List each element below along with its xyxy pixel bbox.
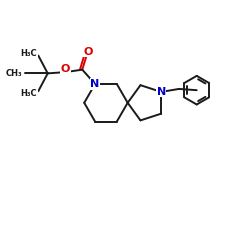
Text: H₃C: H₃C <box>20 49 37 58</box>
Text: N: N <box>156 87 166 97</box>
Text: CH₃: CH₃ <box>5 69 22 78</box>
Text: O: O <box>83 47 92 57</box>
Text: H₃C: H₃C <box>20 89 37 98</box>
Text: N: N <box>90 79 100 89</box>
Text: O: O <box>61 64 70 74</box>
